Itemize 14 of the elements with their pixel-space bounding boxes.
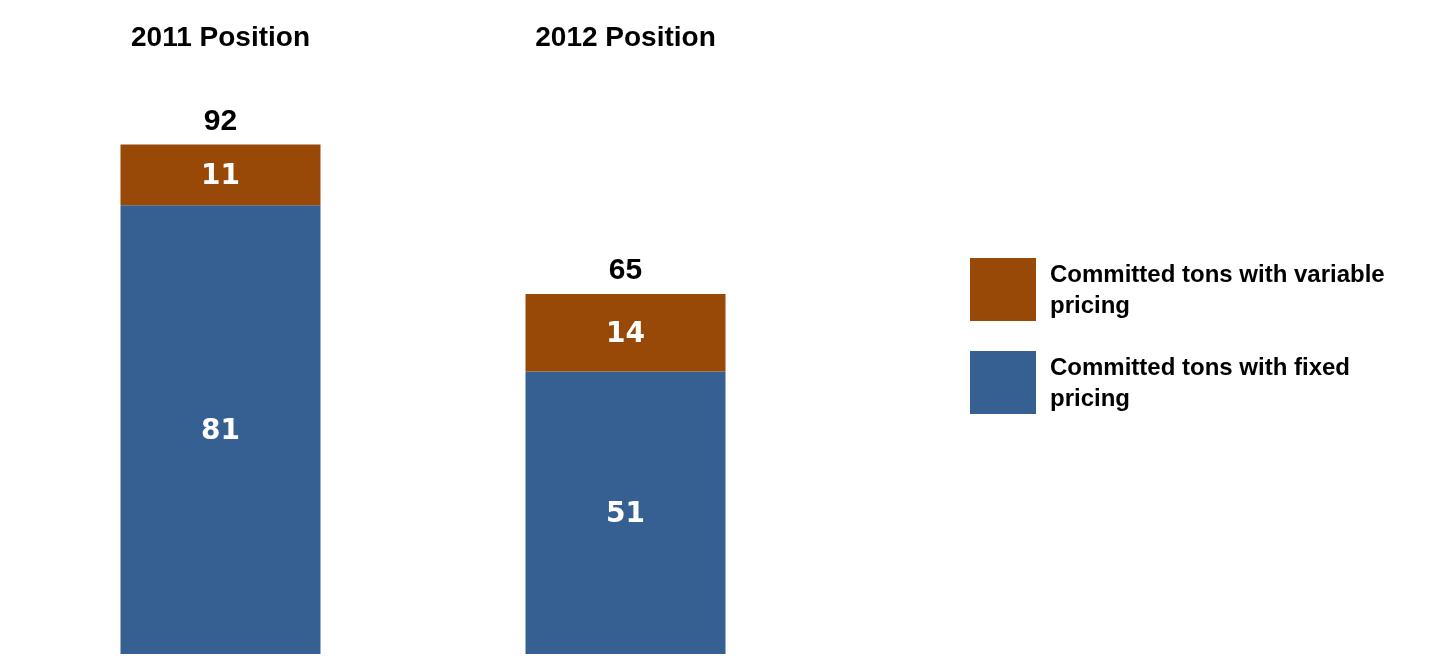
bar — [120, 144, 321, 206]
x-tick-label: 2012 Position — [535, 20, 716, 52]
data-label: 14 — [606, 316, 645, 350]
text: Committed tons with variable pricing — [1050, 259, 1386, 320]
total-label: 65 — [608, 252, 643, 286]
text: Committed tons with fixed pricing — [1050, 352, 1351, 413]
data-label: 11 — [201, 158, 240, 192]
total-label: 92 — [203, 102, 238, 136]
bar — [120, 205, 321, 654]
x-tick-label: 2011 Position — [131, 20, 310, 52]
data-label: 51 — [606, 496, 645, 530]
data-label: 81 — [201, 413, 240, 447]
bar — [525, 371, 726, 654]
bar — [525, 293, 726, 372]
